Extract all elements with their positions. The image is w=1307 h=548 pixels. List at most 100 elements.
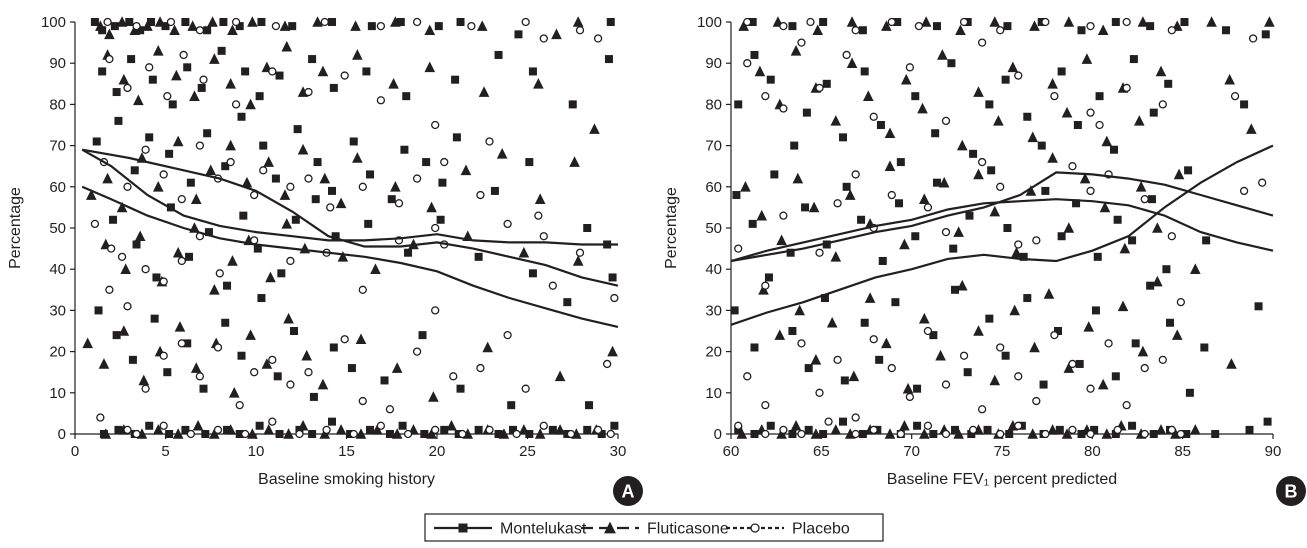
- fluticasone-point: [864, 292, 876, 303]
- montelukast-point: [931, 129, 940, 138]
- placebo-point: [1086, 21, 1095, 31]
- placebo-point: [1086, 108, 1095, 117]
- placebo-point: [842, 50, 851, 60]
- placebo-point: [905, 63, 915, 72]
- montelukast-point: [949, 244, 958, 253]
- placebo-point: [1167, 232, 1176, 241]
- fluticasone-point: [391, 362, 403, 373]
- placebo-point: [779, 425, 788, 435]
- fluticasone-point: [228, 387, 240, 398]
- placebo-point: [734, 244, 743, 253]
- placebo-point: [449, 372, 458, 381]
- montelukast-point: [199, 384, 208, 393]
- placebo-point: [1050, 330, 1059, 340]
- montelukast-point: [790, 141, 799, 150]
- placebo-point: [824, 417, 833, 426]
- fluticasone-point: [792, 172, 804, 184]
- montelukast-point: [239, 211, 248, 220]
- placebo-point: [959, 17, 969, 27]
- placebo-point: [195, 372, 205, 381]
- montelukast-point: [876, 121, 885, 129]
- placebo-point: [1050, 92, 1059, 101]
- fluticasone-point: [1029, 20, 1040, 31]
- fluticasone-point: [881, 20, 892, 31]
- montelukast-point: [1055, 425, 1064, 434]
- placebo-point: [1032, 236, 1041, 245]
- montelukast-point: [219, 18, 228, 26]
- fluticasone-point: [317, 378, 329, 390]
- montelukast-point: [271, 174, 280, 183]
- placebo-point: [304, 368, 313, 377]
- fluticasone-point: [1152, 275, 1163, 287]
- fluticasone-point: [424, 24, 436, 36]
- placebo-point: [833, 355, 842, 364]
- montelukast-point: [748, 219, 757, 228]
- montelukast-point: [385, 430, 394, 438]
- fluticasone-point: [794, 304, 805, 316]
- fluticasone-point: [1155, 65, 1167, 77]
- montelukast-point: [328, 417, 337, 426]
- placebo-point: [286, 380, 295, 389]
- placebo-point: [797, 38, 806, 47]
- montelukast-point: [1073, 121, 1082, 129]
- placebo-point: [566, 429, 576, 439]
- montelukast-point: [1222, 26, 1231, 35]
- fluticasone-point: [227, 24, 238, 36]
- montelukast-point: [1001, 75, 1010, 84]
- fluticasone-point: [826, 316, 838, 328]
- y-tick-label: 40: [705, 261, 722, 278]
- placebo-point: [743, 17, 752, 27]
- y-tick-label: 100: [41, 14, 66, 31]
- montelukast-point: [963, 368, 972, 377]
- placebo-point: [179, 50, 188, 60]
- placebo-point: [1113, 425, 1122, 435]
- fluticasone-point: [973, 86, 984, 97]
- y-tick-label: 30: [705, 302, 722, 319]
- fluticasone-point: [1134, 115, 1145, 126]
- montelukast-point: [860, 67, 869, 76]
- placebo-point: [250, 368, 259, 377]
- placebo-point: [1167, 425, 1176, 435]
- placebo-point: [914, 21, 924, 31]
- fluticasone-point: [1027, 428, 1039, 439]
- montelukast-point: [750, 343, 759, 352]
- fluticasone-point: [174, 321, 186, 332]
- fluticasone-point: [973, 325, 984, 336]
- fluticasone-point: [370, 263, 381, 274]
- placebo-point: [320, 17, 329, 27]
- fluticasone-point: [518, 246, 530, 258]
- fluticasone-point: [1027, 131, 1039, 143]
- montelukast-point: [1023, 294, 1032, 303]
- placebo-point: [286, 182, 295, 191]
- montelukast-point: [895, 199, 904, 208]
- placebo-point: [268, 417, 277, 426]
- montelukast-point: [732, 191, 741, 200]
- fluticasone-point: [355, 428, 367, 439]
- montelukast-point: [364, 219, 373, 228]
- montelukast-point: [90, 18, 99, 26]
- placebo-point: [96, 413, 105, 422]
- fluticasone-point: [190, 193, 202, 204]
- placebo-point: [159, 351, 168, 360]
- montelukast-point: [329, 343, 338, 352]
- montelukast-point: [112, 88, 121, 97]
- placebo-point: [779, 21, 788, 31]
- placebo-point: [1104, 339, 1113, 348]
- placebo-point: [1248, 34, 1258, 43]
- fluticasone-point: [1063, 362, 1075, 373]
- montelukast-point: [932, 22, 941, 31]
- fluticasone-point: [534, 428, 546, 439]
- placebo-point: [1158, 355, 1167, 364]
- montelukast-point: [290, 327, 299, 335]
- montelukast-point: [788, 327, 797, 335]
- fluticasone-point: [863, 90, 874, 101]
- montelukast-point: [750, 50, 759, 59]
- placebo-point: [340, 335, 349, 344]
- legend-marker-placebo: [750, 523, 760, 533]
- montelukast-point: [147, 18, 156, 26]
- placebo-point: [896, 429, 905, 439]
- placebo-point: [177, 256, 186, 266]
- placebo-point: [199, 75, 208, 84]
- fluticasone-point: [172, 246, 184, 258]
- placebo-point: [141, 145, 150, 154]
